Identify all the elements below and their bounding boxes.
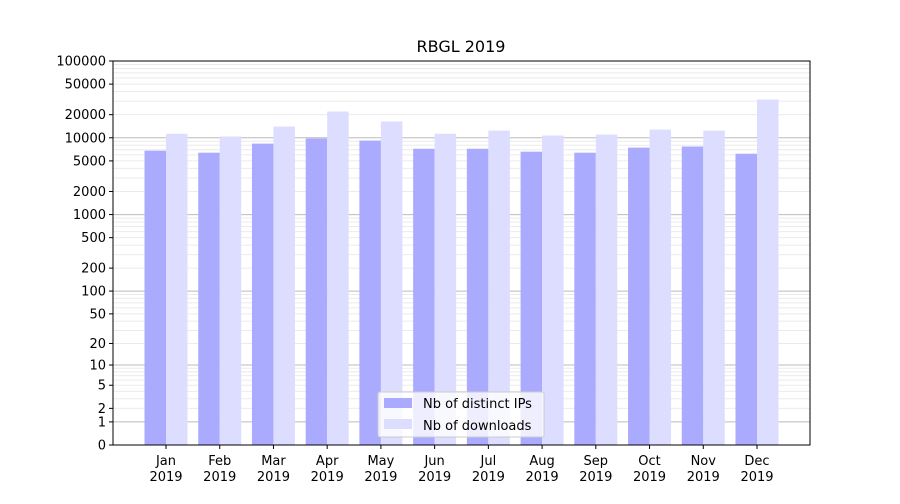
axes-frame — [112, 60, 811, 446]
bar-distinct-ips — [735, 153, 757, 445]
legend-swatch-ips — [384, 398, 412, 408]
bar-downloads — [434, 133, 457, 446]
bar-downloads — [542, 135, 564, 446]
bar-distinct-ips — [574, 152, 596, 445]
y-tick-label: 500 — [81, 231, 106, 246]
y-tick-label: 200 — [81, 262, 106, 277]
legend-label-ips: Nb of distinct IPs — [423, 397, 532, 412]
bar-distinct-ips — [305, 138, 328, 445]
chart-title: RBGL 2019 — [417, 37, 506, 56]
legend: Nb of distinct IPs Nb of downloads — [377, 391, 545, 438]
x-tick-label: Apr 2019 — [311, 454, 344, 485]
y-tick-label: 0 — [98, 439, 106, 454]
bar-distinct-ips — [520, 151, 543, 445]
bars — [144, 99, 779, 446]
y-tick-label: 20000 — [65, 108, 106, 123]
y-axis: 0 12 5 10 20 50 100 200 500 1000 2000 5000 10000 2000… — [56, 55, 113, 454]
y-tick-label: 5000 — [73, 154, 106, 169]
y-tick-label: 5 — [98, 379, 106, 394]
x-axis: Jan 2019 Feb 2019 Mar 2019 Apr 2019 May 2019 Jun 20… — [149, 445, 774, 485]
bar-distinct-ips — [466, 148, 489, 445]
y-tick-label: 20 — [89, 337, 106, 352]
bar-downloads — [273, 126, 295, 446]
bar-distinct-ips — [144, 150, 166, 445]
y-tick-label: 10000 — [65, 131, 106, 146]
bar-downloads — [595, 134, 618, 445]
bar-downloads — [327, 111, 349, 446]
bar-downloads — [488, 130, 510, 445]
x-tick-label: Sep 2019 — [579, 454, 612, 485]
y-tick-label: 2000 — [73, 185, 106, 200]
x-tick-label: Jan 2019 — [149, 454, 182, 485]
x-tick-label: Oct 2019 — [633, 454, 666, 485]
y-tick-label: 1 — [98, 415, 106, 430]
bar-downloads — [757, 99, 779, 445]
bar-distinct-ips — [628, 147, 650, 445]
bar-downloads — [380, 121, 403, 445]
y-tick-label: 50 — [89, 307, 106, 322]
y-tick-label: 100000 — [56, 55, 106, 70]
bar-distinct-ips — [359, 140, 381, 445]
x-tick-label: May 2019 — [364, 454, 397, 485]
x-tick-label: Dec 2019 — [740, 454, 773, 485]
bar-distinct-ips — [681, 146, 704, 446]
legend-frame — [377, 391, 545, 438]
bar-distinct-ips — [198, 152, 220, 445]
x-tick-label: Feb 2019 — [203, 454, 236, 485]
x-tick-label: Aug 2019 — [526, 454, 559, 485]
bar-downloads — [649, 129, 672, 445]
x-tick-label: Jul 2019 — [472, 454, 505, 485]
bar-distinct-ips — [413, 148, 435, 445]
bar-distinct-ips — [251, 143, 274, 446]
y-tick-label: 50000 — [65, 78, 106, 93]
y-tick-label: 1000 — [73, 208, 106, 223]
x-tick-label: Nov 2019 — [687, 454, 720, 485]
y-tick-label: 10 — [89, 359, 106, 374]
bar-downloads — [166, 133, 188, 446]
x-tick-label: Jun 2019 — [418, 454, 451, 485]
y-tick-label: 2 — [98, 402, 106, 417]
legend-swatch-downloads — [384, 419, 412, 429]
x-tick-label: Mar 2019 — [257, 454, 290, 485]
legend-label-downloads: Nb of downloads — [423, 419, 532, 434]
bar-downloads — [703, 130, 725, 445]
y-tick-label: 100 — [81, 285, 106, 300]
bar-downloads — [219, 136, 242, 446]
